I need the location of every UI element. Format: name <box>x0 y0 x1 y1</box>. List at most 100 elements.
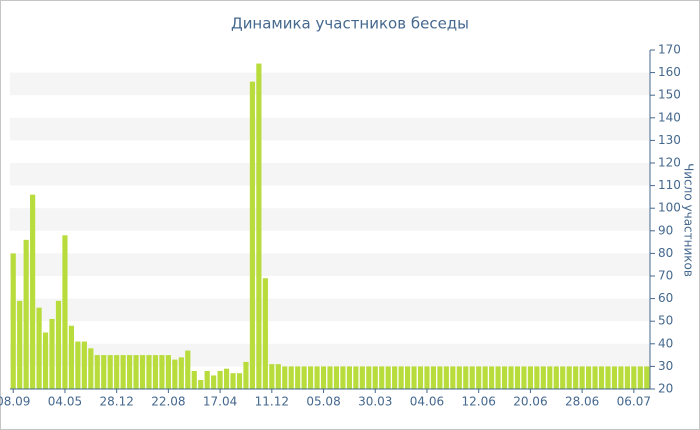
bar <box>10 253 16 389</box>
bar <box>566 366 572 389</box>
bar <box>637 366 643 389</box>
x-tick-label: 11.12 <box>255 395 289 409</box>
bar <box>534 366 540 389</box>
bar <box>101 355 107 389</box>
bar <box>127 355 133 389</box>
bar <box>411 366 417 389</box>
bar <box>320 366 327 389</box>
bar <box>624 366 630 389</box>
bar <box>49 318 55 389</box>
y-tick-label: 30 <box>658 359 673 373</box>
bar <box>540 366 546 389</box>
bar <box>204 370 210 389</box>
bar <box>547 366 553 389</box>
bar <box>55 300 62 389</box>
bar <box>527 366 533 389</box>
bar <box>17 300 23 389</box>
bar <box>191 370 197 389</box>
x-tick-label: 08.09 <box>0 395 30 409</box>
x-tick-label: 05.08 <box>306 395 340 409</box>
x-tick-label: 04.05 <box>48 395 82 409</box>
bar <box>211 375 217 389</box>
bar <box>560 366 566 389</box>
bar <box>217 370 223 389</box>
bar <box>553 366 559 389</box>
bar <box>308 366 314 389</box>
bar <box>631 366 637 389</box>
bar <box>243 361 249 389</box>
x-tick-label: 12.06 <box>462 395 496 409</box>
bar <box>482 366 488 389</box>
bar <box>133 355 139 389</box>
bar <box>152 355 159 389</box>
bar <box>417 366 424 389</box>
bar <box>430 366 437 389</box>
bar <box>172 359 178 389</box>
bar <box>249 81 256 389</box>
grid-band <box>10 117 650 141</box>
bar <box>88 348 94 389</box>
bar <box>514 366 521 389</box>
grid-band <box>10 72 650 96</box>
bar <box>385 366 391 389</box>
y-tick-label: 160 <box>658 65 681 79</box>
bar <box>333 366 340 389</box>
x-tick-label: 22.08 <box>151 395 185 409</box>
bar <box>282 366 288 389</box>
bar <box>94 355 100 389</box>
y-axis-label: Число участников <box>682 163 696 277</box>
bar <box>114 355 120 389</box>
bar <box>392 366 398 389</box>
x-tick-label: 04.06 <box>410 395 444 409</box>
bar <box>469 366 475 389</box>
bar <box>366 366 372 389</box>
y-tick-label: 20 <box>658 382 673 396</box>
bar <box>165 355 171 389</box>
bar <box>68 325 74 389</box>
bar <box>573 366 579 389</box>
bar <box>288 366 294 389</box>
x-tick-label: 17.04 <box>203 395 237 409</box>
bar <box>81 341 87 389</box>
y-tick-label: 80 <box>658 246 673 260</box>
bar <box>314 366 320 389</box>
y-tick-label: 60 <box>658 291 673 305</box>
y-tick-label: 50 <box>658 314 673 328</box>
bar <box>501 366 508 389</box>
bar <box>404 366 411 389</box>
bar <box>586 366 592 389</box>
y-tick-label: 70 <box>658 269 673 283</box>
bar <box>476 366 482 389</box>
bar <box>592 366 598 389</box>
bar <box>120 355 126 389</box>
bar <box>75 341 81 389</box>
bar <box>443 366 449 389</box>
bar <box>159 355 165 389</box>
y-tick-label: 40 <box>658 336 673 350</box>
bar <box>295 366 301 389</box>
bar <box>359 366 365 389</box>
bar <box>450 366 456 389</box>
bar <box>262 278 268 389</box>
bar <box>340 366 346 389</box>
y-tick-label: 110 <box>658 178 681 192</box>
bar <box>146 355 152 389</box>
bar <box>644 366 650 389</box>
grid-band <box>10 163 650 186</box>
grid-band <box>10 208 650 231</box>
y-tick-label: 120 <box>658 156 681 170</box>
bar <box>456 366 462 389</box>
grid-band <box>10 253 650 276</box>
bar <box>489 366 495 389</box>
bar <box>223 368 230 389</box>
x-tick-label: 30.03 <box>358 395 392 409</box>
bar <box>275 364 281 389</box>
bar <box>579 366 585 389</box>
y-tick-label: 90 <box>658 223 673 237</box>
bar <box>346 366 352 389</box>
bar <box>178 357 184 389</box>
bar <box>353 366 359 389</box>
bar <box>301 366 307 389</box>
bar <box>437 366 443 389</box>
